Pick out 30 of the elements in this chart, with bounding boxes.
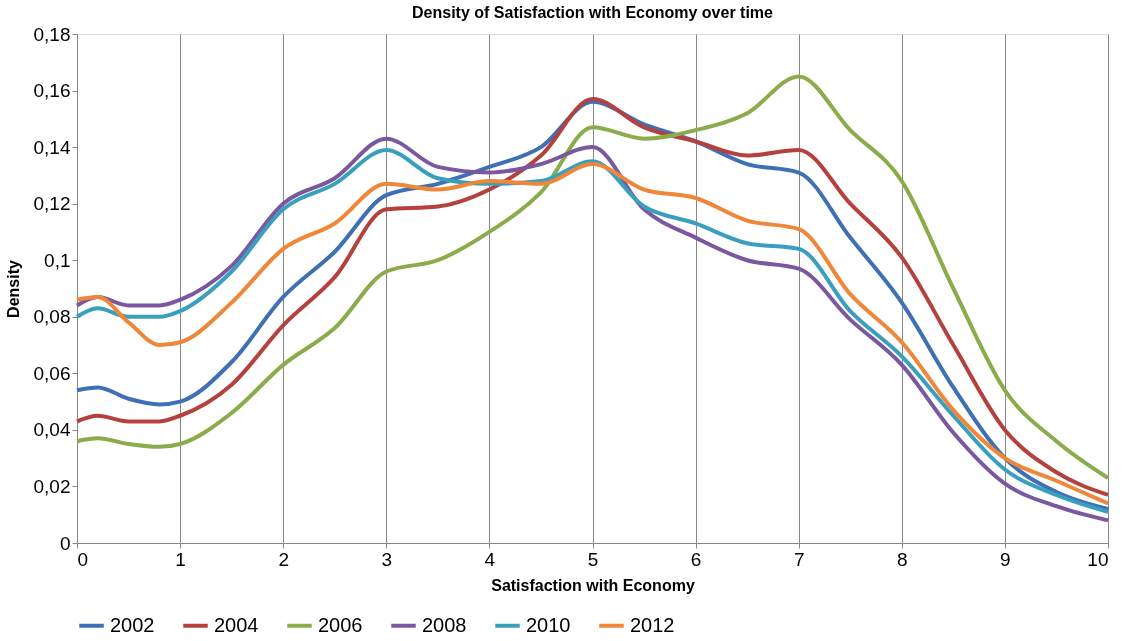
legend-label: 2012 bbox=[630, 613, 675, 636]
x-tick-label: 5 bbox=[587, 548, 599, 570]
y-tick-label: 0,04 bbox=[33, 419, 71, 441]
y-tick-label: 0,16 bbox=[33, 80, 71, 102]
x-tick-label: 2 bbox=[278, 548, 289, 570]
x-tick-label: 8 bbox=[897, 548, 908, 570]
x-tick-label: 6 bbox=[690, 548, 702, 570]
legend-label: 2002 bbox=[110, 613, 155, 636]
x-tick-label: 10 bbox=[1087, 548, 1109, 570]
x-tick-label: 0 bbox=[77, 548, 89, 570]
y-tick-label: 0,06 bbox=[33, 362, 71, 384]
x-axis-title: Satisfaction with Economy bbox=[491, 576, 695, 594]
y-tick-label: 0,18 bbox=[33, 23, 71, 45]
x-tick-label: 9 bbox=[1000, 548, 1011, 570]
y-tick-label: 0 bbox=[59, 532, 71, 554]
x-tick-label: 7 bbox=[793, 548, 805, 570]
y-tick-label: 0,14 bbox=[33, 136, 71, 158]
y-tick-label: 0,08 bbox=[33, 306, 71, 328]
x-tick-label: 1 bbox=[175, 548, 186, 570]
legend-label: 2004 bbox=[214, 613, 259, 636]
y-tick-label: 0,1 bbox=[44, 249, 71, 271]
y-axis-title: Density bbox=[4, 260, 22, 318]
chart-title: Density of Satisfaction with Economy over time bbox=[412, 4, 774, 21]
legend-label: 2006 bbox=[318, 613, 363, 636]
x-tick-label: 3 bbox=[381, 548, 393, 570]
legend-label: 2008 bbox=[422, 613, 467, 636]
legend-label: 2010 bbox=[526, 613, 571, 636]
x-tick-label: 4 bbox=[484, 548, 496, 570]
y-tick-label: 0,12 bbox=[33, 193, 71, 215]
y-tick-label: 0,02 bbox=[33, 475, 71, 497]
